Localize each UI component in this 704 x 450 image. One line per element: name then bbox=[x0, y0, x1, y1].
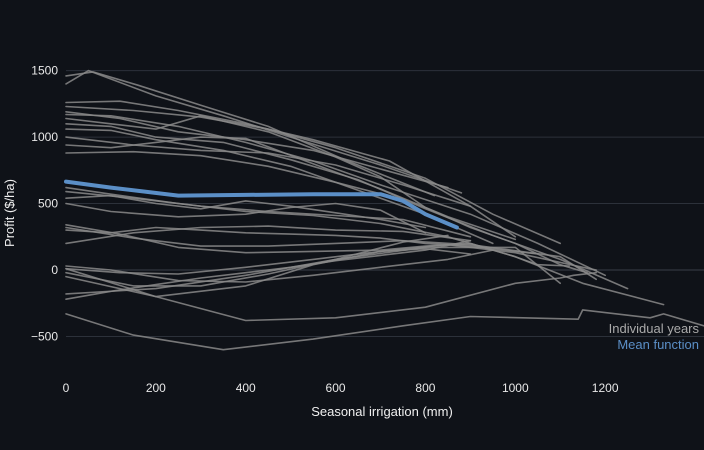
series-lines bbox=[64, 69, 704, 351]
legend: Individual years Mean function bbox=[609, 321, 700, 352]
series-line-individual-year[interactable] bbox=[65, 136, 517, 241]
series-line-individual-year[interactable] bbox=[65, 249, 494, 283]
x-tick-label: 800 bbox=[415, 381, 435, 395]
series-line-individual-year[interactable] bbox=[65, 239, 472, 301]
x-tick-label: 200 bbox=[146, 381, 166, 395]
y-tick-label: 1500 bbox=[31, 64, 58, 78]
series-line-individual-year[interactable] bbox=[65, 111, 449, 189]
series-line-individual-year[interactable] bbox=[65, 186, 665, 306]
series-line-individual-year[interactable] bbox=[65, 150, 404, 201]
series-line-individual-year[interactable] bbox=[65, 224, 571, 267]
y-axis-title: Profit ($/ha) bbox=[2, 179, 17, 247]
series-line-individual-year[interactable] bbox=[65, 128, 494, 245]
series-line-individual-year[interactable] bbox=[65, 115, 589, 274]
series-line-individual-year[interactable] bbox=[65, 234, 449, 287]
x-tick-label: 1200 bbox=[592, 381, 619, 395]
x-tick-label: 400 bbox=[236, 381, 256, 395]
y-tick-label: 0 bbox=[51, 263, 58, 277]
y-tick-label: 500 bbox=[38, 197, 58, 211]
legend-item-individual-years[interactable]: Individual years bbox=[609, 321, 700, 336]
x-tick-labels: 0 200 400 600 800 1000 1200 bbox=[63, 381, 619, 395]
series-line-individual-year[interactable] bbox=[65, 69, 463, 194]
series-line-individual-year[interactable] bbox=[65, 225, 472, 245]
series-line-individual-year[interactable] bbox=[65, 123, 629, 290]
series-line-individual-year[interactable] bbox=[65, 309, 704, 351]
series-line-individual-year[interactable] bbox=[65, 226, 539, 255]
y-tick-label: 1000 bbox=[31, 130, 58, 144]
x-tick-label: 600 bbox=[326, 381, 346, 395]
y-tick-label: −500 bbox=[31, 329, 58, 343]
x-tick-label: 1000 bbox=[502, 381, 529, 395]
legend-item-mean-function[interactable]: Mean function bbox=[617, 337, 699, 352]
series-line-mean-function[interactable] bbox=[64, 179, 459, 230]
y-tick-labels: −500 0 500 1000 1500 bbox=[31, 64, 58, 344]
series-line-individual-year[interactable] bbox=[65, 267, 598, 322]
series-line-individual-year[interactable] bbox=[65, 243, 598, 298]
series-line-individual-year[interactable] bbox=[65, 105, 562, 245]
x-tick-label: 0 bbox=[63, 381, 70, 395]
series-line-individual-year[interactable] bbox=[65, 202, 427, 234]
series-line-individual-year[interactable] bbox=[65, 194, 427, 229]
x-axis-title: Seasonal irrigation (mm) bbox=[311, 404, 453, 419]
series-line-individual-year[interactable] bbox=[65, 246, 562, 295]
